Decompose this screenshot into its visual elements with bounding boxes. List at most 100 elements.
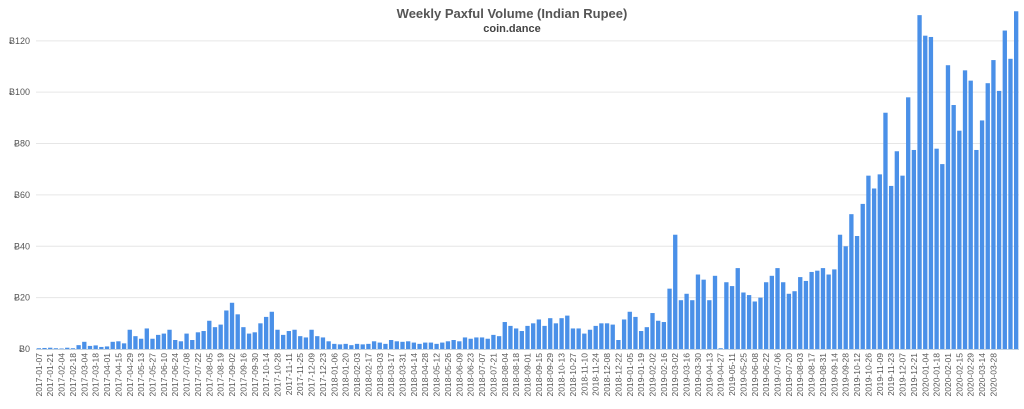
y-tick-label: Ƀ20: [14, 293, 30, 303]
x-tick-label: 2018-09-15: [534, 353, 544, 397]
x-tick-label: 2018-08-18: [511, 353, 521, 397]
bar: [116, 341, 121, 349]
x-tick-label: 2019-03-30: [693, 353, 703, 397]
bar: [758, 297, 763, 349]
y-tick-label: Ƀ60: [14, 190, 30, 200]
x-tick-label: 2018-01-20: [341, 353, 351, 397]
x-tick-label: 2019-10-26: [863, 353, 873, 397]
bar: [70, 348, 76, 349]
bar: [195, 332, 201, 349]
x-tick-label: 2018-05-26: [443, 353, 453, 397]
chart-title: Weekly Paxful Volume (Indian Rupee): [397, 6, 628, 21]
bar: [673, 234, 678, 349]
bar: [752, 301, 757, 349]
x-tick-label: 2020-02-29: [966, 353, 976, 397]
bar: [377, 342, 382, 349]
x-tick-label: 2017-09-30: [250, 353, 260, 397]
bar: [707, 300, 712, 349]
x-tick-label: 2017-04-15: [113, 353, 123, 397]
bar: [479, 337, 485, 349]
x-tick-label: 2017-09-02: [227, 353, 237, 397]
bar: [996, 90, 1002, 350]
bar: [945, 65, 951, 349]
bar: [962, 70, 968, 349]
bar: [491, 334, 496, 350]
bar: [173, 340, 178, 349]
x-tick-label: 2018-07-21: [488, 353, 498, 397]
bar: [53, 348, 59, 349]
x-tick-label: 2018-03-03: [375, 353, 385, 397]
x-tick-label: 2017-01-21: [45, 353, 55, 397]
x-tick-label: 2018-08-04: [500, 353, 510, 397]
x-tick-label: 2018-06-09: [454, 353, 464, 397]
bar: [337, 344, 343, 349]
bar: [843, 246, 848, 349]
bar: [445, 341, 451, 349]
x-tick-label: 2018-04-28: [420, 353, 430, 397]
bar: [133, 336, 138, 349]
bar: [48, 347, 53, 349]
bar: [854, 236, 860, 349]
bar: [735, 268, 740, 349]
bar: [599, 323, 604, 349]
x-tick-label: 2018-02-03: [352, 353, 362, 397]
bar-series: [36, 11, 1019, 350]
x-tick-label: 2019-06-22: [761, 353, 771, 397]
bar: [178, 341, 184, 349]
x-tick-label: 2019-09-28: [841, 353, 851, 397]
x-tick-label: 2020-03-14: [977, 353, 987, 397]
x-tick-label: 2017-12-23: [318, 353, 328, 397]
bar: [388, 340, 394, 349]
x-tick-label: 2017-04-01: [102, 353, 112, 397]
x-tick-label: 2018-09-29: [545, 353, 555, 397]
bar: [775, 268, 780, 349]
bar: [383, 343, 388, 349]
bar: [502, 322, 507, 349]
x-tick-label: 2019-08-17: [807, 353, 817, 397]
bar: [525, 325, 530, 349]
bar: [281, 334, 286, 350]
bar: [127, 329, 132, 349]
bar: [76, 345, 81, 349]
bar: [440, 342, 445, 349]
bar: [110, 341, 115, 349]
bar: [462, 337, 468, 349]
bar: [1008, 58, 1013, 350]
bar: [36, 348, 41, 349]
bar: [332, 343, 337, 349]
x-tick-label: 2018-04-14: [409, 353, 419, 397]
x-tick-label: 2018-10-27: [568, 353, 578, 397]
x-axis: 2017-01-07 2017-01-21 2017-02-04 2017-02-18…: [34, 349, 1019, 397]
x-tick-label: 2017-11-25: [295, 353, 305, 396]
bar: [59, 348, 64, 349]
bar: [695, 274, 701, 349]
bar: [354, 343, 360, 349]
x-tick-label: 2018-06-23: [466, 353, 476, 397]
bar: [184, 333, 189, 349]
bar: [320, 337, 326, 349]
bar: [718, 348, 723, 349]
bar: [258, 323, 263, 349]
bar: [610, 324, 615, 349]
x-tick-label: 2017-10-14: [261, 353, 271, 397]
bar: [428, 342, 434, 349]
x-tick-label: 2018-05-12: [432, 353, 442, 397]
bar: [951, 105, 956, 350]
bar: [724, 282, 729, 349]
bar: [786, 293, 792, 349]
bar: [633, 316, 638, 349]
bar: [121, 343, 127, 349]
bar: [678, 300, 684, 349]
bar: [656, 320, 661, 349]
bar: [371, 341, 377, 349]
bar: [434, 343, 439, 349]
bar: [82, 341, 87, 349]
bar: [917, 15, 922, 349]
bar: [888, 185, 894, 349]
bar: [911, 149, 917, 349]
x-tick-label: 2018-11-24: [591, 353, 601, 396]
bar: [803, 280, 809, 349]
x-tick-label: 2019-11-23: [886, 353, 896, 396]
bar: [968, 80, 973, 350]
bar: [360, 344, 365, 349]
